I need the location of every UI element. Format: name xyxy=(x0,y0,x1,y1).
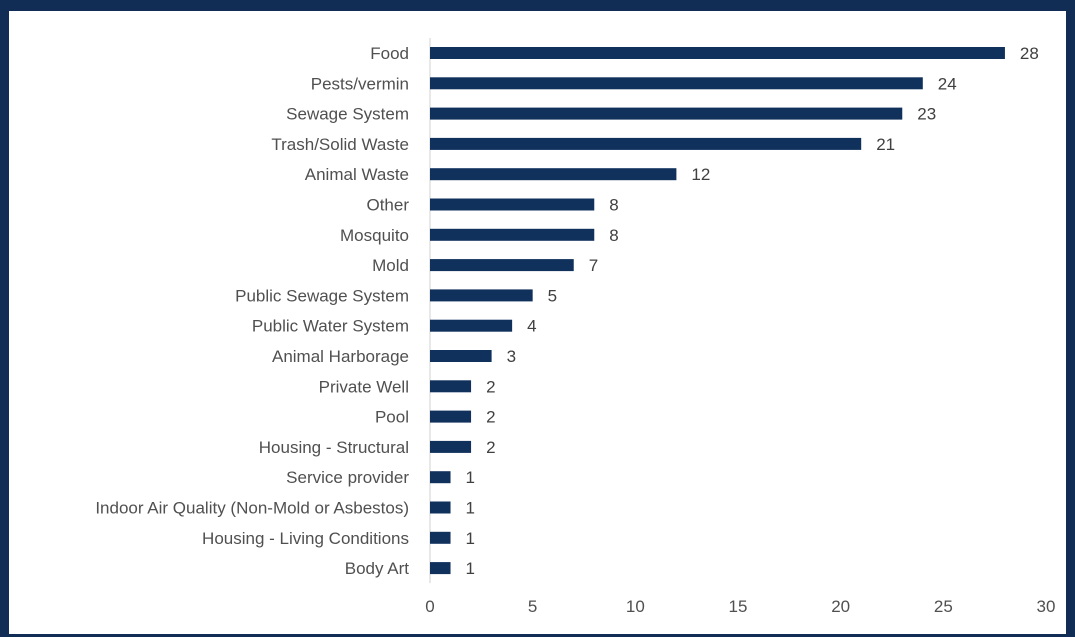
x-tick-label: 0 xyxy=(425,597,434,616)
x-tick-label: 15 xyxy=(729,597,748,616)
bar xyxy=(430,137,862,150)
category-label: Animal Waste xyxy=(305,165,409,184)
data-label: 1 xyxy=(466,468,475,487)
category-label: Mosquito xyxy=(340,226,409,245)
category-label: Pests/vermin xyxy=(311,74,409,93)
data-label: 1 xyxy=(466,499,475,518)
axis-layer: 0 5 10 15 20 25 30 xyxy=(425,38,1055,616)
data-label: 8 xyxy=(609,196,618,215)
bar xyxy=(430,198,595,211)
data-label: 3 xyxy=(507,347,516,366)
bar xyxy=(430,47,1005,59)
category-label: Housing - Living Conditions xyxy=(202,529,409,548)
bars-layer xyxy=(430,47,1005,575)
bar xyxy=(430,289,533,302)
data-label: 5 xyxy=(548,286,557,305)
data-label: 4 xyxy=(527,317,536,336)
category-label: Pool xyxy=(375,408,409,427)
data-label: 12 xyxy=(691,165,710,184)
data-label: 7 xyxy=(589,256,598,275)
bar xyxy=(430,319,513,332)
x-tick-label: 10 xyxy=(626,597,645,616)
category-label: Housing - Structural xyxy=(259,438,409,457)
category-label: Food xyxy=(370,44,409,63)
data-label: 2 xyxy=(486,377,495,396)
data-label: 1 xyxy=(466,559,475,578)
bar xyxy=(430,562,451,575)
bar xyxy=(430,350,492,362)
data-label: 2 xyxy=(486,408,495,427)
data-label: 2 xyxy=(486,438,495,457)
category-label: Private Well xyxy=(319,377,409,396)
category-label: Body Art xyxy=(345,559,410,578)
data-label: 24 xyxy=(938,74,957,93)
data-label: 28 xyxy=(1020,44,1039,63)
bar xyxy=(430,380,472,393)
data-label: 21 xyxy=(876,135,895,154)
bar xyxy=(430,410,472,423)
category-label: Public Water System xyxy=(252,317,409,336)
category-label: Trash/Solid Waste xyxy=(271,135,409,154)
x-tick-label: 25 xyxy=(934,597,953,616)
x-tick-label: 5 xyxy=(528,597,537,616)
category-label: Mold xyxy=(372,256,409,275)
category-label: Public Sewage System xyxy=(235,286,409,305)
category-label: Indoor Air Quality (Non-Mold or Asbestos… xyxy=(95,499,409,518)
category-label: Animal Harborage xyxy=(272,347,409,366)
category-label: Service provider xyxy=(286,468,409,487)
bar xyxy=(430,228,595,241)
data-label: 23 xyxy=(917,105,936,124)
bar xyxy=(430,107,903,120)
bar xyxy=(430,440,472,453)
category-label: Sewage System xyxy=(286,105,409,124)
bar xyxy=(430,501,451,514)
bar xyxy=(430,471,451,484)
bar xyxy=(430,259,574,272)
bar xyxy=(430,168,677,181)
data-label: 1 xyxy=(466,529,475,548)
x-tick-label: 30 xyxy=(1037,597,1056,616)
bar xyxy=(430,531,451,544)
x-tick-label: 20 xyxy=(831,597,850,616)
bar xyxy=(430,77,923,90)
data-label: 8 xyxy=(609,226,618,245)
category-label: Other xyxy=(366,196,409,215)
